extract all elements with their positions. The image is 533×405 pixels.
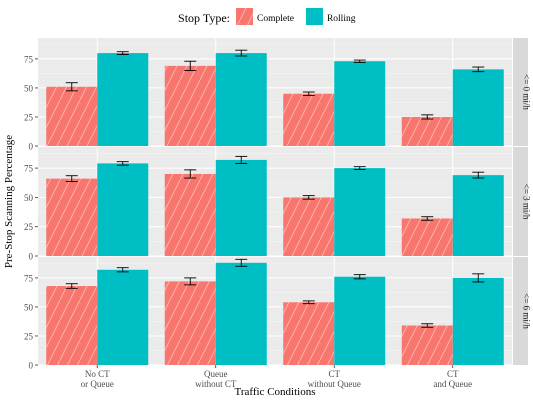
bar-rolling bbox=[97, 53, 149, 147]
bar-hatch bbox=[401, 218, 453, 256]
facet-strip-label: <= 6 mi/h bbox=[522, 293, 532, 329]
bar-rolling bbox=[215, 262, 267, 365]
legend-label-rolling: Rolling bbox=[327, 14, 356, 24]
y-tick-label: 25 bbox=[24, 331, 34, 341]
x-tick-label: CT bbox=[447, 369, 459, 379]
y-tick-label: 0 bbox=[29, 142, 34, 152]
x-tick-label: No CT bbox=[85, 369, 110, 379]
x-tick-label: without Queue bbox=[308, 379, 361, 389]
x-tick-label: Queue bbox=[204, 369, 228, 379]
bar-hatch bbox=[164, 65, 216, 146]
panel-3: 0 25 50 75 <= 6 mi/h bbox=[24, 257, 532, 371]
facet-panels: 0 25 50 75 <= 0 mi/h 0 25 50 75 <= 3 mi/h 0 25 50 75 <… bbox=[24, 38, 532, 371]
bar-hatch bbox=[46, 178, 98, 256]
bar-hatch bbox=[283, 302, 335, 365]
facet-strip-label: <= 0 mi/h bbox=[522, 74, 532, 110]
legend-key-hatch bbox=[236, 8, 253, 25]
y-tick-label: 25 bbox=[24, 112, 34, 122]
y-tick-label: 50 bbox=[24, 83, 34, 93]
bar-hatch bbox=[401, 116, 453, 146]
y-tick-label: 0 bbox=[29, 361, 34, 371]
bar-rolling bbox=[452, 175, 504, 256]
bar-rolling bbox=[215, 53, 267, 147]
y-tick-label: 0 bbox=[29, 252, 34, 262]
y-tick-label: 75 bbox=[24, 273, 34, 283]
legend: Stop Type: Complete Rolling bbox=[178, 8, 356, 25]
x-tick-label: or Queue bbox=[81, 379, 114, 389]
x-axis-title: Traffic Conditions bbox=[235, 386, 316, 398]
bar-rolling bbox=[97, 269, 149, 365]
bar-hatch bbox=[401, 325, 453, 365]
bar-rolling bbox=[215, 159, 267, 256]
legend-key-rolling bbox=[305, 8, 323, 25]
legend-label-complete: Complete bbox=[257, 14, 294, 24]
bar-hatch bbox=[283, 197, 335, 256]
facet-strip bbox=[513, 147, 528, 256]
y-axis-title: Pre-Stop Scanning Percentage bbox=[3, 135, 15, 268]
bar-hatch bbox=[46, 286, 98, 365]
x-tick-label: and Queue bbox=[433, 379, 472, 389]
y-tick-label: 75 bbox=[24, 164, 34, 174]
facet-strip-label: <= 3 mi/h bbox=[522, 184, 532, 220]
bar-hatch bbox=[164, 281, 216, 365]
y-tick-label: 50 bbox=[24, 193, 34, 203]
facet-strip bbox=[513, 38, 528, 146]
y-tick-label: 50 bbox=[24, 302, 34, 312]
y-tick-label: 75 bbox=[24, 54, 34, 64]
bar-hatch bbox=[164, 173, 216, 256]
bar-rolling bbox=[452, 69, 504, 146]
bar-rolling bbox=[334, 168, 386, 256]
bar-rolling bbox=[334, 61, 386, 146]
x-tick-label: CT bbox=[328, 369, 340, 379]
bar-rolling bbox=[334, 276, 386, 365]
legend-title: Stop Type: bbox=[178, 11, 230, 25]
panel-1: 0 25 50 75 <= 0 mi/h bbox=[24, 38, 532, 152]
bar-hatch bbox=[283, 93, 335, 146]
facet-strip bbox=[513, 257, 528, 365]
panel-2: 0 25 50 75 <= 3 mi/h bbox=[24, 147, 532, 262]
bar-rolling bbox=[97, 163, 149, 256]
x-tick-label: without CT bbox=[195, 379, 237, 389]
bar-rolling bbox=[452, 277, 504, 365]
bar-hatch bbox=[46, 86, 98, 146]
y-tick-label: 25 bbox=[24, 222, 34, 232]
